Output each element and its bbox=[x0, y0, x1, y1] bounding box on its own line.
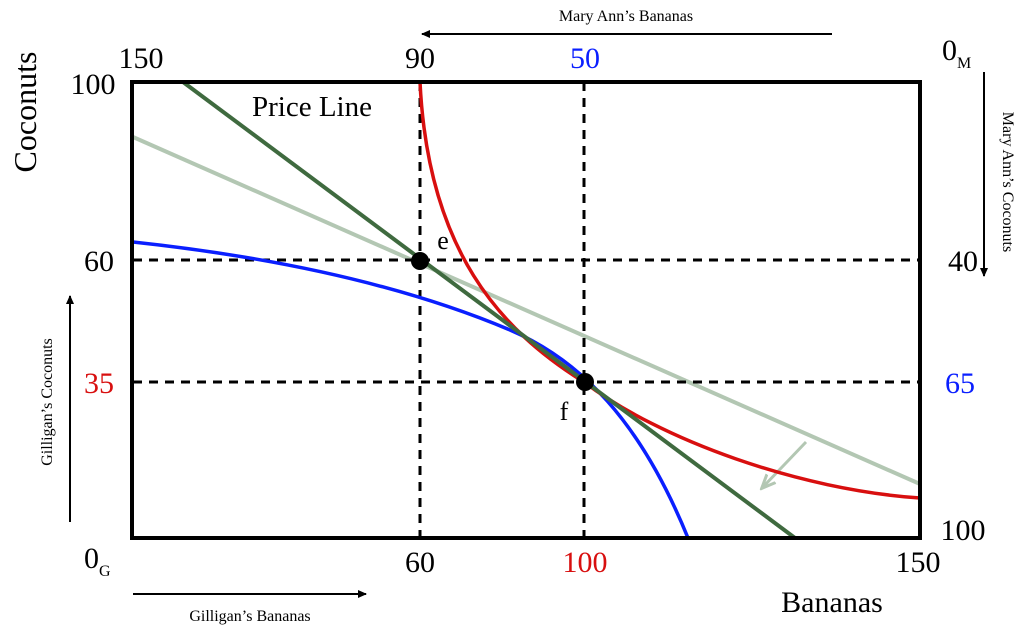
old-price-line bbox=[132, 135, 921, 486]
bananas-axis-label: Bananas bbox=[781, 586, 883, 619]
gilligan-indifference-curve bbox=[132, 240, 690, 539]
left-tick-100: 100 bbox=[71, 68, 116, 101]
mary-ann-bananas-label: Mary Ann’s Bananas bbox=[559, 8, 693, 25]
top-tick-50: 50 bbox=[570, 42, 600, 75]
left-tick-35: 35 bbox=[84, 367, 114, 400]
right-tick-40: 40 bbox=[948, 245, 978, 278]
bottom-tick-60: 60 bbox=[405, 546, 435, 579]
origin-mary-ann-main: 0 bbox=[942, 34, 957, 67]
price-line bbox=[181, 80, 797, 540]
bottom-tick-150: 150 bbox=[896, 546, 941, 579]
bottom-tick-100: 100 bbox=[563, 546, 608, 579]
origin-gilligan: 0G bbox=[84, 542, 111, 580]
origin-mary-ann-sub: M bbox=[957, 55, 971, 72]
point-f-dot bbox=[576, 373, 594, 391]
top-tick-150: 150 bbox=[119, 42, 164, 75]
edgeworth-box-frame bbox=[130, 80, 922, 540]
left-tick-60: 60 bbox=[84, 245, 114, 278]
right-tick-100: 100 bbox=[941, 514, 986, 547]
origin-gilligan-main: 0 bbox=[84, 542, 99, 575]
price-line-label: Price Line bbox=[252, 91, 372, 123]
gilligan-bananas-label: Gilligan’s Bananas bbox=[189, 608, 310, 625]
point-e-dot bbox=[411, 252, 429, 270]
top-tick-90: 90 bbox=[405, 42, 435, 75]
price-shift-arrow bbox=[763, 440, 808, 487]
right-tick-65: 65 bbox=[945, 367, 975, 400]
point-e-label: e bbox=[437, 226, 449, 255]
mary-ann-indifference-curve bbox=[418, 81, 921, 500]
origin-mary-ann: 0M bbox=[942, 34, 971, 72]
point-f-label: f bbox=[560, 397, 569, 426]
gilligan-coconuts-label: Gilligan’s Coconuts bbox=[39, 338, 56, 466]
origin-gilligan-sub: G bbox=[99, 563, 111, 580]
mary-ann-coconuts-label: Mary Ann’s Coconuts bbox=[999, 112, 1016, 252]
coconuts-axis-label: Coconuts bbox=[7, 52, 43, 173]
